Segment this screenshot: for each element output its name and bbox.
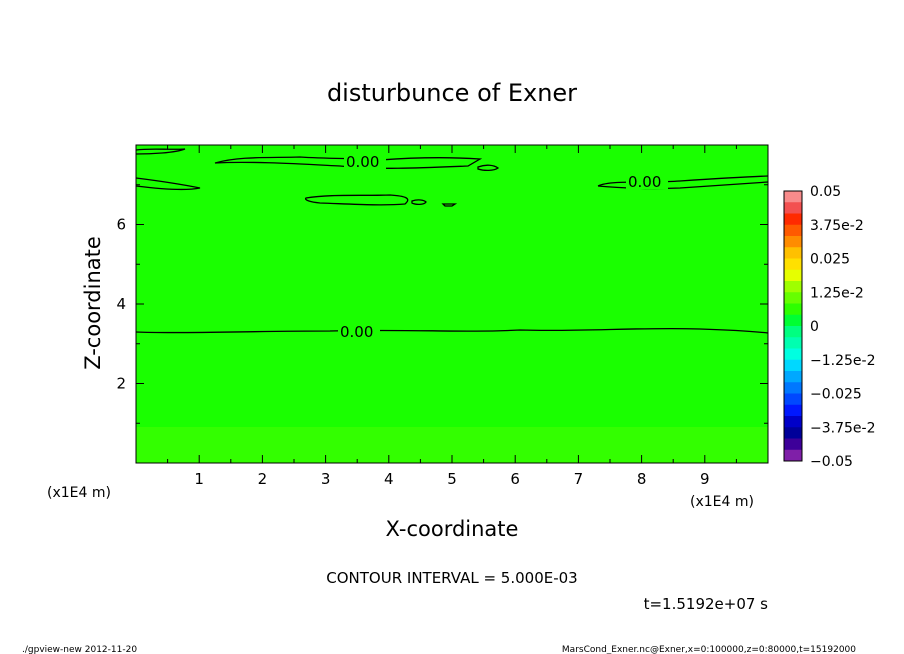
contour-blob-small <box>411 199 427 206</box>
colorbar-cell <box>784 314 802 327</box>
colorbar-cell <box>784 393 802 406</box>
colorbar-cell <box>784 427 802 439</box>
contour-labels: 0.00 0.00 0.00 <box>338 153 668 341</box>
y-unit-label: (x1E4 m) <box>47 485 111 501</box>
x-tick-label: 3 <box>321 470 331 488</box>
colorbar-cell <box>784 292 802 304</box>
colorbar-cell <box>784 303 802 316</box>
colorbar-cell <box>784 269 802 282</box>
contour-interval-text: CONTOUR INTERVAL = 5.000E-03 <box>326 569 577 587</box>
contour-label-1: 0.00 <box>346 153 379 171</box>
colorbar-cell <box>784 191 802 203</box>
contour-label-bg-3 <box>338 323 380 339</box>
x-tick-label: 7 <box>574 470 584 488</box>
colorbar-cell <box>784 258 802 271</box>
colorbar-cell <box>784 247 802 259</box>
contour-label-bg-1 <box>344 153 386 169</box>
field-background <box>136 145 768 463</box>
time-label: t=1.5192e+07 s <box>644 595 769 613</box>
colorbar-label: 3.75e-2 <box>810 218 864 234</box>
x-tick-label: 1 <box>194 470 204 488</box>
y-axis-label: Z-coordinate <box>81 236 105 370</box>
footer-left: ./gpview-new 2012-11-20 <box>22 645 137 654</box>
x-tick-label: 9 <box>700 470 710 488</box>
colorbar-frame <box>783 190 803 462</box>
x-tick-label: 8 <box>637 470 647 488</box>
colorbar-label: −3.75e-2 <box>810 420 875 436</box>
y-axis: 2 4 6 <box>116 184 768 424</box>
contour-line-top <box>135 148 186 155</box>
colorbar-cell <box>784 348 802 361</box>
contour-blob-middle <box>304 194 409 206</box>
colorbar-label: −0.025 <box>810 387 862 403</box>
colorbar-cell <box>784 337 802 349</box>
colorbar-label: 0 <box>810 319 819 335</box>
colorbar-cell <box>784 416 802 428</box>
colorbar-cell <box>784 382 802 394</box>
contour-line-right <box>597 175 769 190</box>
x-axis-label: X-coordinate <box>386 517 519 541</box>
colorbar-cell <box>784 224 802 237</box>
contour-line-upper-left <box>214 156 483 169</box>
x-tick-label: 5 <box>447 470 457 488</box>
colorbar-labels: 0.05 3.75e-2 0.025 1.25e-2 0 −1.25e-2 −0.025 −3… <box>810 184 875 470</box>
x-tick-label: 2 <box>258 470 268 488</box>
colorbar-cell <box>784 438 802 451</box>
colorbar-cell <box>784 449 802 462</box>
colorbar-cells <box>784 191 802 462</box>
contour-blob-tiny <box>441 203 458 207</box>
colorbar: 0.05 3.75e-2 0.025 1.25e-2 0 −1.25e-2 −0.025 −3… <box>783 184 875 470</box>
chart-title: disturbunce of Exner <box>327 79 577 107</box>
contour-label-2: 0.00 <box>628 173 661 191</box>
colorbar-label: −1.25e-2 <box>810 353 875 369</box>
contour-line-left-edge <box>135 177 201 191</box>
colorbar-cell <box>784 326 802 338</box>
contour-line-lower <box>135 327 769 334</box>
contour-label-bg-2 <box>626 173 668 189</box>
y-tick-label: 6 <box>116 216 126 234</box>
colorbar-cell <box>784 236 802 248</box>
colorbar-cell <box>784 359 802 372</box>
colorbar-label: 0.05 <box>810 184 841 200</box>
contour-label-3: 0.00 <box>340 323 373 341</box>
plot-area: 0.00 0.00 0.00 <box>135 144 769 464</box>
colorbar-label: 0.025 <box>810 252 850 268</box>
colorbar-cell <box>784 404 802 417</box>
x-tick-label: 4 <box>384 470 394 488</box>
x-unit-label: (x1E4 m) <box>690 494 754 510</box>
footer-right: MarsCond_Exner.nc@Exner,x=0:100000,z=0:8… <box>562 645 856 654</box>
x-tick-label: 6 <box>510 470 520 488</box>
colorbar-label: 1.25e-2 <box>810 285 864 301</box>
colorbar-cell <box>784 371 802 383</box>
colorbar-label: −0.05 <box>810 454 853 470</box>
y-tick-label: 2 <box>116 375 126 393</box>
colorbar-cell <box>784 202 802 214</box>
contour-lines <box>135 148 769 334</box>
colorbar-cell <box>784 281 802 293</box>
contour-blob-right-small <box>477 164 500 172</box>
colorbar-cell <box>784 213 802 226</box>
y-tick-label: 4 <box>116 295 126 313</box>
x-axis: 1 2 3 4 5 6 7 8 9 <box>167 145 737 488</box>
